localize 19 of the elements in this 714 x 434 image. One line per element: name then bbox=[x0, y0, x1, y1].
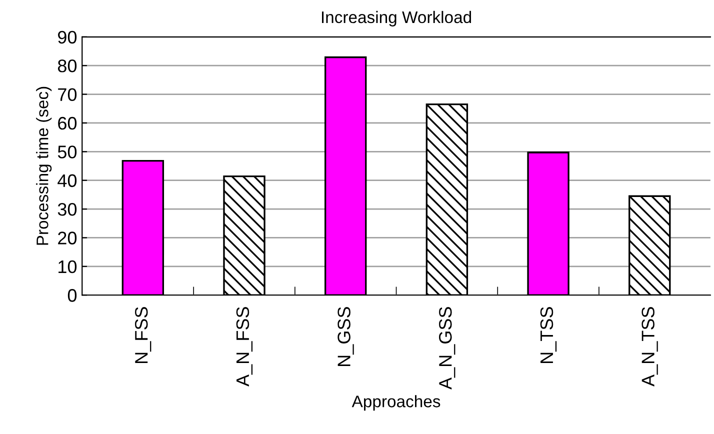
x-tick-label: N_TSS bbox=[540, 307, 557, 363]
y-tick-label: 0 bbox=[68, 289, 77, 302]
y-tick-label: 90 bbox=[58, 30, 77, 44]
x-tick-label: A_N_GSS bbox=[439, 307, 456, 390]
y-axis-title: Processing time (sec) bbox=[36, 86, 52, 245]
y-tick-label: 80 bbox=[58, 60, 77, 72]
x-tick-label: N_FSS bbox=[134, 307, 152, 363]
y-tick-label: 40 bbox=[58, 174, 77, 188]
y-tick-label: 20 bbox=[58, 232, 77, 244]
y-tick-label: 10 bbox=[58, 260, 77, 274]
y-tick-label: 60 bbox=[58, 116, 77, 130]
x-tick-label: A_N_TSS bbox=[642, 307, 658, 386]
y-tick-label: 30 bbox=[58, 202, 77, 216]
x-tick-label: N_GSS bbox=[338, 307, 354, 366]
y-tick-label: 50 bbox=[58, 146, 77, 158]
x-tick-label: A_N_FSS bbox=[236, 307, 253, 386]
chart-title: Increasing Workload bbox=[322, 10, 472, 26]
x-axis-title: Approaches bbox=[352, 395, 440, 411]
y-tick-label: 70 bbox=[58, 88, 77, 101]
